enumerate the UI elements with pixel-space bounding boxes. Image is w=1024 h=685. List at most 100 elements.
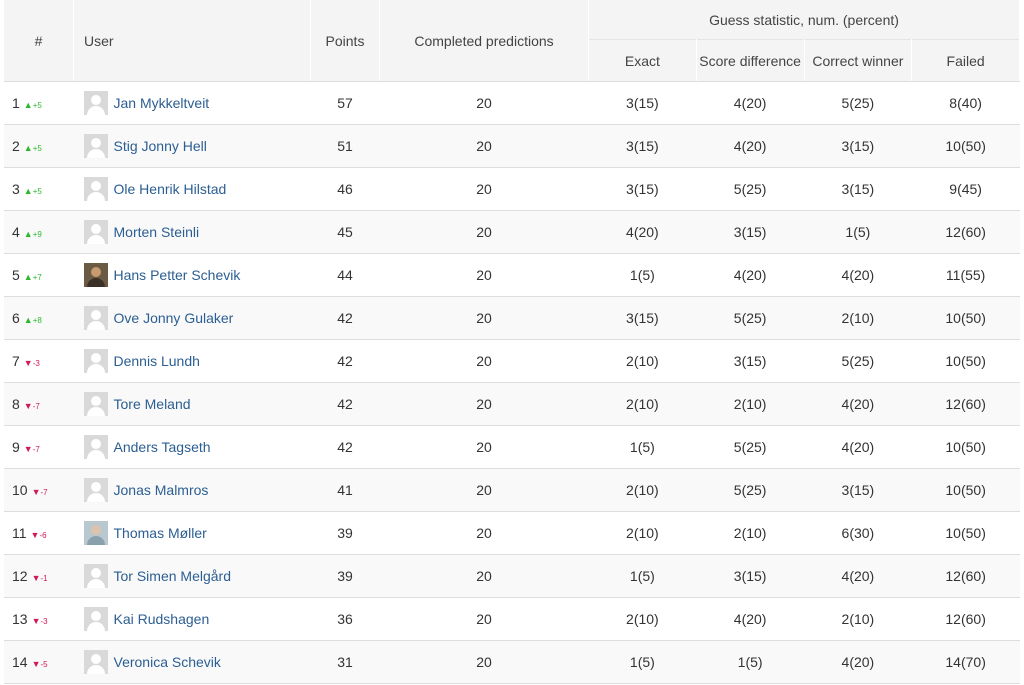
user-cell: Ove Jonny Gulaker	[73, 296, 311, 340]
completed-cell: 20	[379, 253, 589, 297]
table-row: 8 ▼-7 Tore Meland 42 20 2(10) 2(10) 4(20) 12(60)	[4, 382, 1020, 426]
user-link[interactable]: Tor Simen Melgård	[113, 568, 232, 584]
table-row: 1 ▲+5 Jan Mykkeltveit 57 20 3(15) 4(20) 5(25) 8(…	[4, 81, 1020, 125]
rank-cell: 7 ▼-3	[4, 339, 74, 383]
correct-winner-cell: 2(10)	[804, 597, 912, 641]
header-correct-winner[interactable]: Correct winner	[804, 39, 913, 82]
triangle-down-icon: ▼	[31, 487, 41, 497]
table-row: 3 ▲+5 Ole Henrik Hilstad 46 20 3(15) 5(25) 3(15…	[4, 167, 1020, 211]
rank-number: 8	[12, 396, 20, 412]
completed-cell: 20	[379, 511, 589, 555]
rank-change: -7	[32, 445, 40, 454]
user-link[interactable]: Hans Petter Schevik	[113, 267, 241, 283]
points-cell: 36	[310, 597, 380, 641]
rank-change: -7	[40, 488, 48, 497]
user-link[interactable]: Tore Meland	[113, 396, 191, 412]
header-rank[interactable]: #	[4, 0, 74, 82]
triangle-down-icon: ▼	[30, 530, 40, 540]
user-link[interactable]: Anders Tagseth	[113, 439, 211, 455]
header-completed-predictions[interactable]: Completed predictions	[379, 0, 589, 82]
points-cell: 51	[310, 124, 380, 168]
points-cell: 57	[310, 81, 380, 125]
exact-cell: 4(20)	[588, 210, 697, 254]
completed-cell: 20	[379, 81, 589, 125]
triangle-up-icon: ▲	[23, 229, 33, 239]
table-row: 9 ▼-7 Anders Tagseth 42 20 1(5) 5(25) 4(20) 10(5…	[4, 425, 1020, 469]
avatar-icon	[83, 263, 108, 287]
correct-winner-cell: 6(30)	[804, 511, 912, 555]
triangle-down-icon: ▼	[31, 659, 41, 669]
exact-cell: 3(15)	[588, 124, 697, 168]
user-link[interactable]: Kai Rudshagen	[113, 611, 210, 627]
points-cell: 46	[310, 167, 380, 211]
header-exact[interactable]: Exact	[588, 39, 697, 82]
rank-cell: 4 ▲+9	[4, 210, 74, 254]
failed-cell: 10(50)	[911, 468, 1020, 512]
avatar-icon	[83, 134, 108, 158]
table-header: # User Points Completed predictions Gues…	[4, 0, 1020, 82]
failed-cell: 10(50)	[911, 425, 1020, 469]
user-link[interactable]: Ove Jonny Gulaker	[113, 310, 234, 326]
points-cell: 31	[310, 640, 380, 684]
rank-number: 9	[12, 439, 20, 455]
correct-winner-cell: 5(25)	[804, 339, 912, 383]
completed-cell: 20	[379, 597, 589, 641]
header-points[interactable]: Points	[310, 0, 380, 82]
triangle-down-icon: ▼	[23, 401, 33, 411]
correct-winner-cell: 4(20)	[804, 382, 912, 426]
user-link[interactable]: Ole Henrik Hilstad	[113, 181, 227, 197]
points-cell: 44	[310, 253, 380, 297]
user-link[interactable]: Jonas Malmros	[113, 482, 209, 498]
rank-number: 1	[12, 95, 20, 111]
user-link[interactable]: Jan Mykkeltveit	[113, 95, 210, 111]
user-link[interactable]: Thomas Møller	[113, 525, 207, 541]
correct-winner-cell: 5(25)	[804, 81, 912, 125]
user-cell: Ole Henrik Hilstad	[73, 167, 311, 211]
failed-cell: 10(50)	[911, 296, 1020, 340]
user-cell: Thomas Møller	[73, 511, 311, 555]
points-cell: 42	[310, 425, 380, 469]
exact-cell: 2(10)	[588, 597, 697, 641]
completed-cell: 20	[379, 640, 589, 684]
points-cell: 41	[310, 468, 380, 512]
points-cell: 42	[310, 296, 380, 340]
exact-cell: 2(10)	[588, 382, 697, 426]
failed-cell: 9(45)	[911, 167, 1020, 211]
table-row: 5 ▲+7 Hans Petter Schevik 44 20 1(5) 4(20) 4(20…	[4, 253, 1020, 297]
rank-number: 5	[12, 267, 20, 283]
rank-number: 10	[12, 482, 28, 498]
failed-cell: 11(55)	[911, 253, 1020, 297]
completed-cell: 20	[379, 382, 589, 426]
correct-winner-cell: 4(20)	[804, 640, 912, 684]
correct-winner-cell: 3(15)	[804, 167, 912, 211]
completed-cell: 20	[379, 339, 589, 383]
rank-change: +5	[32, 187, 42, 196]
user-link[interactable]: Veronica Schevik	[113, 654, 221, 670]
score-difference-cell: 5(25)	[696, 296, 804, 340]
table-row: 13 ▼-3 Kai Rudshagen 36 20 2(10) 4(20) 2(10) 12(…	[4, 597, 1020, 641]
user-link[interactable]: Dennis Lundh	[113, 353, 200, 369]
header-failed[interactable]: Failed	[911, 39, 1020, 82]
avatar-icon	[83, 607, 108, 631]
triangle-down-icon: ▼	[31, 616, 41, 626]
header-user[interactable]: User	[73, 0, 311, 82]
avatar-icon	[83, 177, 108, 201]
table-row: 14 ▼-5 Veronica Schevik 31 20 1(5) 1(5) 4(20) 14…	[4, 640, 1020, 684]
correct-winner-cell: 1(5)	[804, 210, 912, 254]
score-difference-cell: 5(25)	[696, 468, 804, 512]
user-link[interactable]: Morten Steinli	[113, 224, 200, 240]
triangle-down-icon: ▼	[23, 444, 33, 454]
points-cell: 39	[310, 511, 380, 555]
correct-winner-cell: 2(10)	[804, 296, 912, 340]
failed-cell: 10(50)	[911, 511, 1020, 555]
rank-number: 12	[12, 568, 28, 584]
rank-change: +9	[32, 230, 42, 239]
user-link[interactable]: Stig Jonny Hell	[113, 138, 207, 154]
score-difference-cell: 4(20)	[696, 81, 804, 125]
exact-cell: 3(15)	[588, 296, 697, 340]
completed-cell: 20	[379, 167, 589, 211]
failed-cell: 10(50)	[911, 124, 1020, 168]
user-cell: Anders Tagseth	[73, 425, 311, 469]
header-score-difference[interactable]: Score difference	[696, 39, 805, 82]
